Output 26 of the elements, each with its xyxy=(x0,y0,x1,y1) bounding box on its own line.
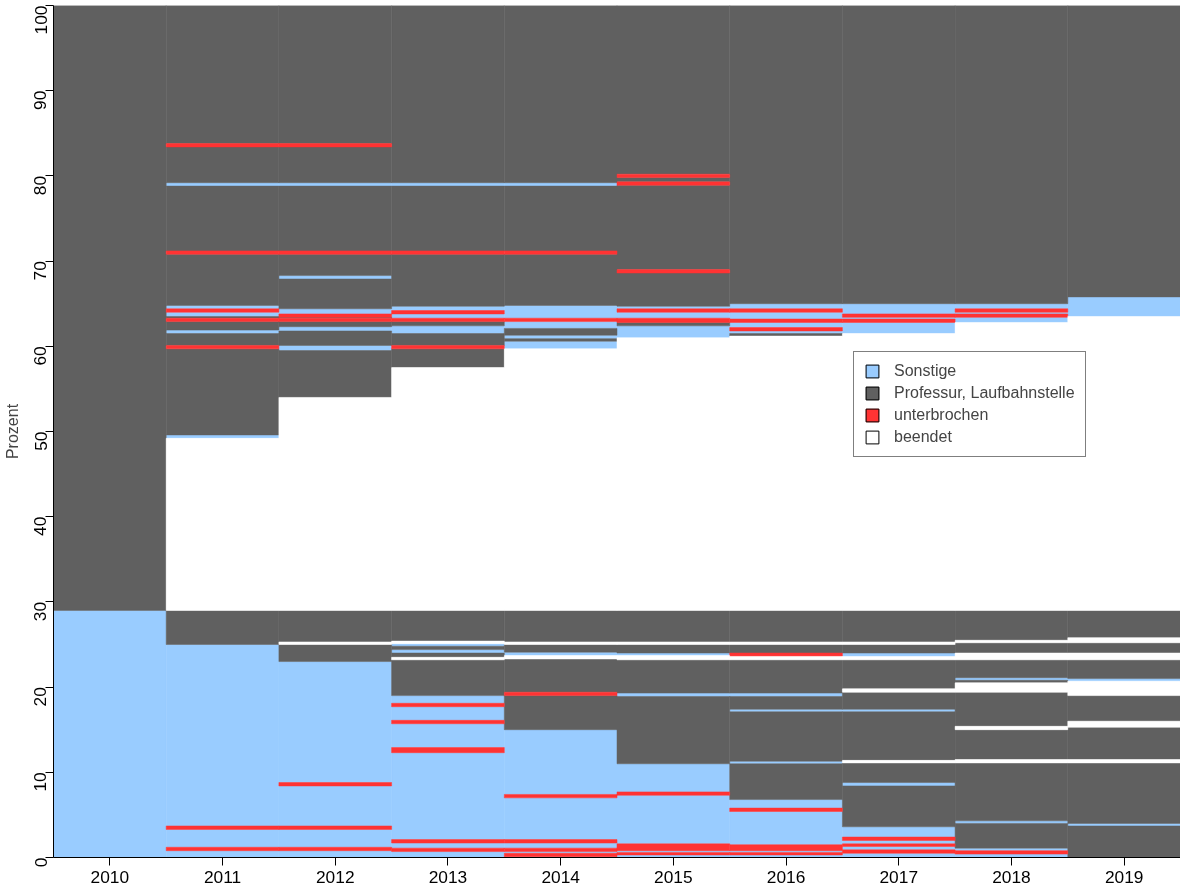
y-tick-label: 20 xyxy=(30,687,51,707)
y-tick-label: 50 xyxy=(30,431,51,451)
y-tick-label: 10 xyxy=(30,772,51,792)
y-tick-label: 0 xyxy=(30,857,51,868)
x-tick-label: 2017 xyxy=(879,866,919,887)
y-axis-title: Prozent xyxy=(3,403,21,460)
y-tick-label: 80 xyxy=(30,175,51,196)
y-tick-label: 30 xyxy=(30,601,51,622)
x-tick-label: 2014 xyxy=(541,866,581,887)
legend-label: beendet xyxy=(894,428,952,446)
y-tick-label: 40 xyxy=(30,516,51,536)
x-tick-label: 2011 xyxy=(203,866,242,887)
legend-label: Sonstige xyxy=(894,362,957,380)
x-tick-label: 2013 xyxy=(428,866,468,887)
x-tick-label: 2010 xyxy=(90,866,130,887)
legend-label: unterbrochen xyxy=(894,406,989,424)
x-tick-label: 2016 xyxy=(766,866,806,887)
y-tick-label: 100 xyxy=(30,5,51,35)
x-tick-label: 2018 xyxy=(992,866,1031,887)
y-tick-label: 70 xyxy=(30,261,51,281)
y-tick-label: 90 xyxy=(30,90,51,110)
legend-label: Professur, Laufbahnstelle xyxy=(894,384,1075,402)
x-tick-label: 2019 xyxy=(1104,866,1144,887)
y-tick-label: 60 xyxy=(30,346,51,366)
x-tick-label: 2012 xyxy=(315,866,355,887)
x-tick-label: 2015 xyxy=(654,866,693,887)
